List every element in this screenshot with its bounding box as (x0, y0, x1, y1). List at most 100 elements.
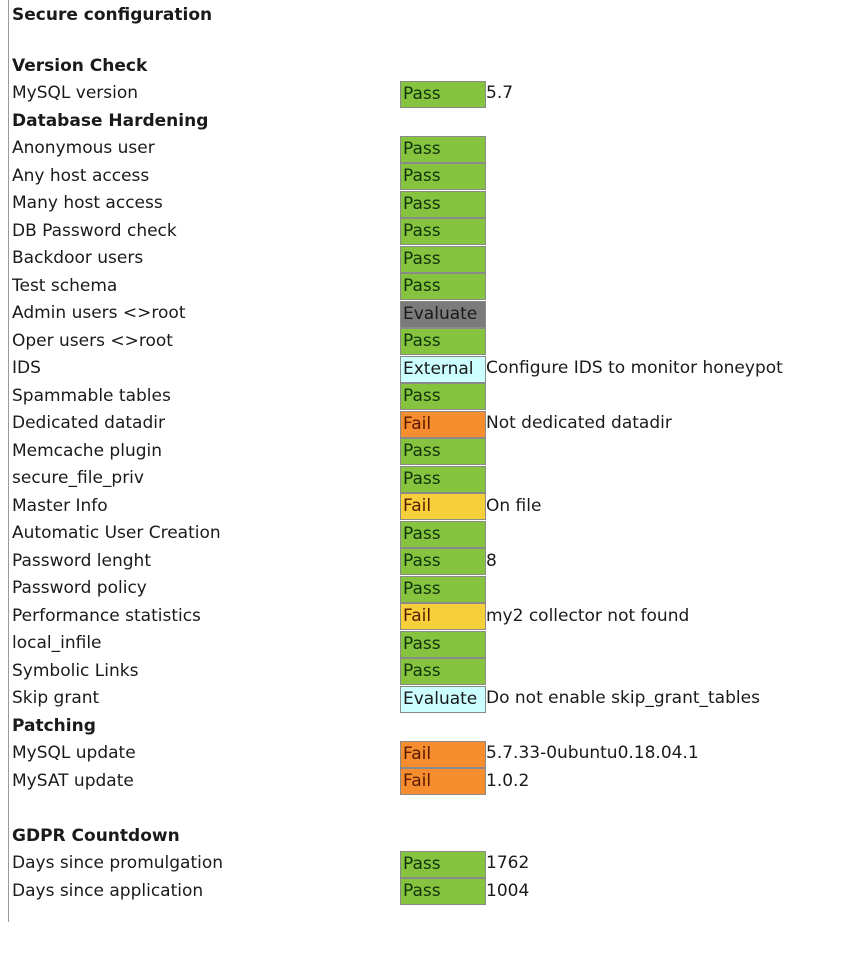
check-value: Not dedicated datadir (486, 413, 672, 433)
check-row: Dedicated datadir Fail Not dedicated datad… (12, 410, 842, 438)
results-table: Version Check MySQL version Pass 5.7 Databas… (12, 53, 842, 905)
check-value: 5.7.33-0ubuntu0.18.04.1 (486, 743, 699, 763)
status-badge: Pass (400, 630, 486, 658)
check-row: Memcache plugin Pass (12, 438, 842, 465)
section-heading: Database Hardening (12, 108, 842, 136)
check-label: Test schema (12, 275, 118, 296)
status-badge: Pass (400, 548, 486, 575)
check-row: MySAT update Fail 1.0.2 (12, 768, 842, 795)
check-value: 1762 (486, 853, 530, 873)
check-row: Password lenght Pass 8 (12, 548, 842, 575)
check-label: Memcache plugin (12, 440, 163, 461)
check-label: IDS (12, 358, 41, 378)
status-badge: Pass (400, 328, 486, 355)
check-label: Days since application (12, 880, 204, 901)
check-row: IDS External Configure IDS to monitor hone… (12, 355, 842, 383)
status-badge: Pass (400, 878, 486, 905)
section-heading: Version Check (12, 53, 842, 81)
spacer-row (12, 795, 842, 823)
status-badge: Evaluate (400, 300, 486, 328)
check-row: Many host access Pass (12, 190, 842, 218)
status-badge: Fail (400, 410, 486, 438)
check-label: Backdoor users (12, 248, 144, 268)
check-row: Symbolic Links Pass (12, 658, 842, 685)
status-badge: Fail (400, 768, 486, 795)
status-badge: Pass (400, 658, 486, 685)
check-label: Spammable tables (12, 385, 171, 406)
section-title: GDPR Countdown (12, 825, 180, 846)
check-label: Admin users <>root (12, 303, 186, 323)
check-value: Configure IDS to monitor honeypot (486, 358, 783, 378)
check-row: DB Password check Pass (12, 218, 842, 245)
check-row: Automatic User Creation Pass (12, 520, 842, 548)
check-label: Oper users <>root (12, 330, 173, 351)
status-badge: Pass (400, 218, 486, 245)
check-row: Password policy Pass (12, 575, 842, 603)
check-label: Any host access (12, 165, 150, 186)
check-row: Any host access Pass (12, 163, 842, 190)
check-row: secure_file_priv Pass (12, 465, 842, 493)
check-row: Spammable tables Pass (12, 383, 842, 410)
check-value: On file (486, 495, 542, 516)
check-row: Performance statistics Fail my2 collector … (12, 603, 842, 630)
check-row: Test schema Pass (12, 273, 842, 300)
check-row: Days since promulgation Pass 1762 (12, 850, 842, 878)
status-badge: Fail (400, 603, 486, 630)
status-badge: Pass (400, 163, 486, 190)
check-row: Days since application Pass 1004 (12, 878, 842, 905)
status-badge: Fail (400, 493, 486, 520)
status-badge: Pass (400, 135, 486, 163)
section-heading: GDPR Countdown (12, 823, 842, 851)
check-label: Performance statistics (12, 605, 201, 626)
section-title: Database Hardening (12, 110, 209, 131)
check-row: Skip grant Evaluate Do not enable skip_gra… (12, 685, 842, 713)
check-value: 1.0.2 (486, 770, 530, 791)
status-badge: Pass (400, 190, 486, 218)
check-label: Skip grant (12, 688, 100, 708)
status-badge: Fail (400, 740, 486, 768)
status-badge: Pass (400, 273, 486, 300)
check-label: MySAT update (12, 770, 134, 791)
check-row: Master Info Fail On file (12, 493, 842, 520)
check-label: local_infile (12, 633, 102, 653)
check-label: Automatic User Creation (12, 523, 221, 543)
check-row: Oper users <>root Pass (12, 328, 842, 355)
check-value: 8 (486, 550, 497, 571)
check-row: local_infile Pass (12, 630, 842, 658)
section-title: Patching (12, 715, 96, 736)
status-badge: External (400, 355, 486, 383)
check-label: Symbolic Links (12, 660, 139, 681)
check-label: Days since promulgation (12, 853, 224, 873)
left-border (8, 0, 9, 922)
page-title: Secure configuration (12, 5, 213, 25)
status-badge: Pass (400, 850, 486, 878)
status-badge: Pass (400, 575, 486, 603)
status-badge: Pass (400, 245, 486, 273)
check-label: MySQL version (12, 83, 139, 103)
check-label: Many host access (12, 193, 163, 213)
check-row: Anonymous user Pass (12, 135, 842, 163)
section-heading: Patching (12, 713, 842, 741)
check-row: Backdoor users Pass (12, 245, 842, 273)
check-label: MySQL update (12, 743, 136, 763)
check-value: my2 collector not found (486, 605, 690, 626)
check-label: Master Info (12, 495, 108, 516)
status-badge: Pass (400, 520, 486, 548)
section-title: Version Check (12, 55, 148, 76)
check-row: MySQL version Pass 5.7 (12, 80, 842, 108)
check-row: MySQL update Fail 5.7.33-0ubuntu0.18.04.1 (12, 740, 842, 768)
check-value: Do not enable skip_grant_tables (486, 688, 760, 708)
status-badge: Pass (400, 438, 486, 465)
check-label: Dedicated datadir (12, 413, 165, 433)
status-badge: Pass (400, 383, 486, 410)
status-badge: Pass (400, 465, 486, 493)
check-label: Password policy (12, 578, 147, 598)
check-value: 5.7 (486, 83, 514, 103)
status-badge: Evaluate (400, 685, 486, 713)
check-row: Admin users <>root Evaluate (12, 300, 842, 328)
check-label: DB Password check (12, 220, 177, 241)
status-badge: Pass (400, 80, 486, 108)
check-label: Password lenght (12, 550, 151, 571)
check-label: Anonymous user (12, 138, 155, 158)
check-value: 1004 (486, 880, 530, 901)
